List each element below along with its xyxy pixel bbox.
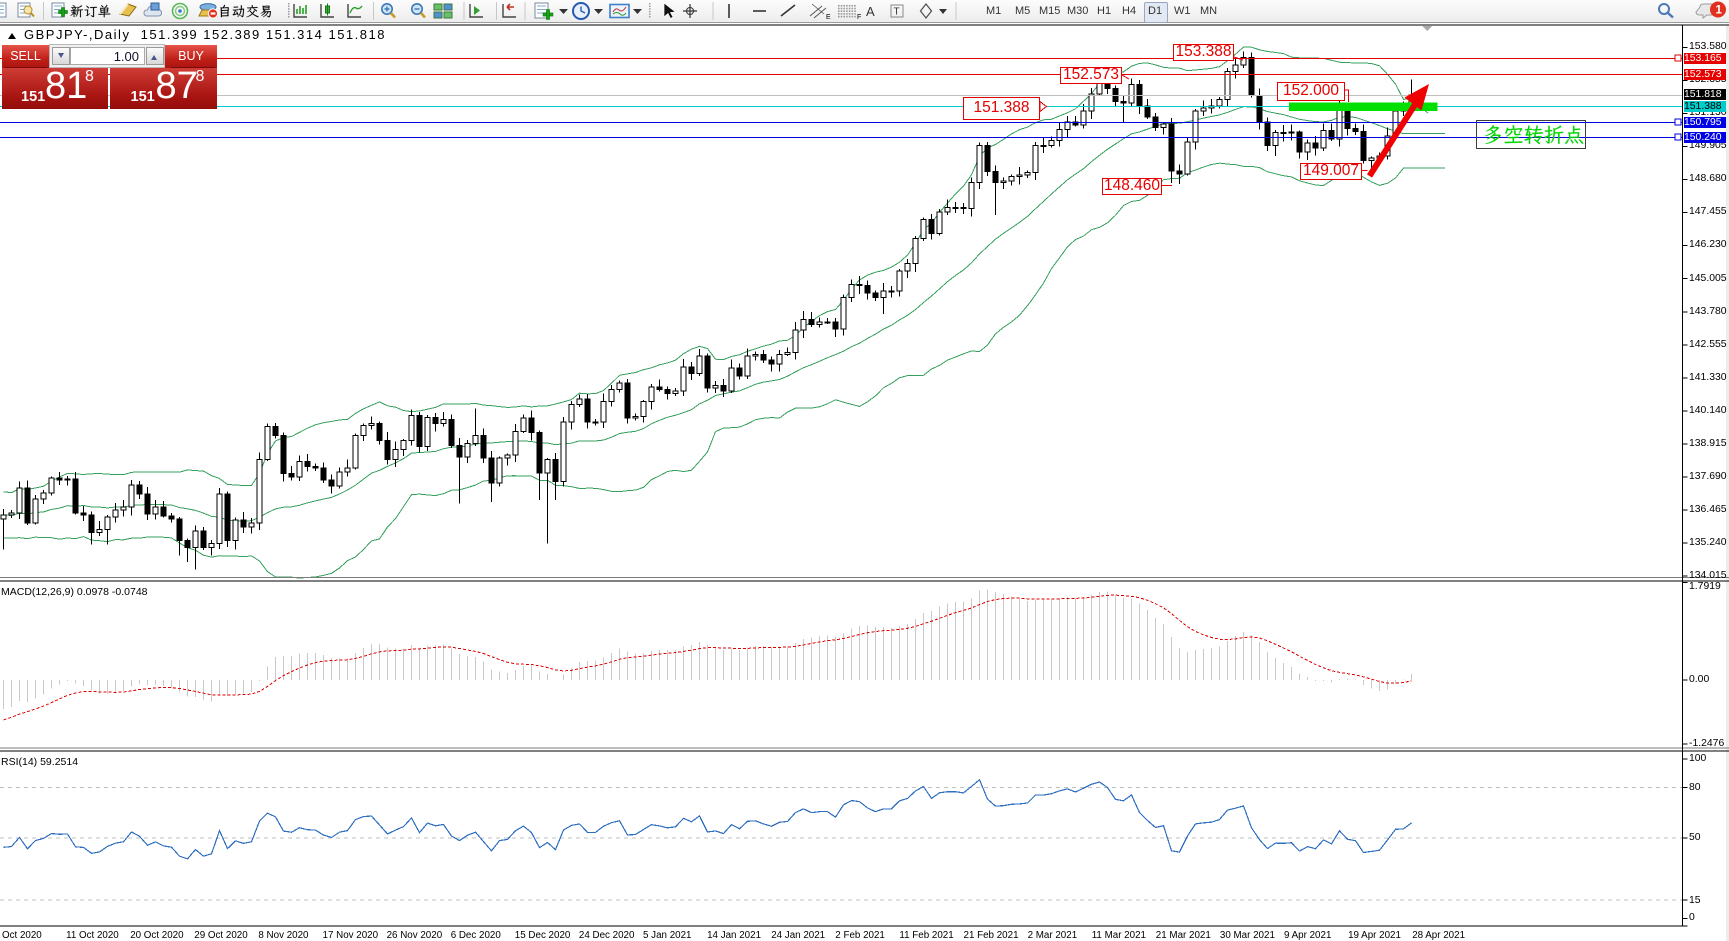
- svg-text:T: T: [894, 7, 900, 18]
- svg-text:E: E: [826, 14, 831, 21]
- svg-text:F: F: [857, 14, 861, 21]
- svg-text:A: A: [866, 4, 875, 19]
- svg-text:1: 1: [1716, 5, 1723, 17]
